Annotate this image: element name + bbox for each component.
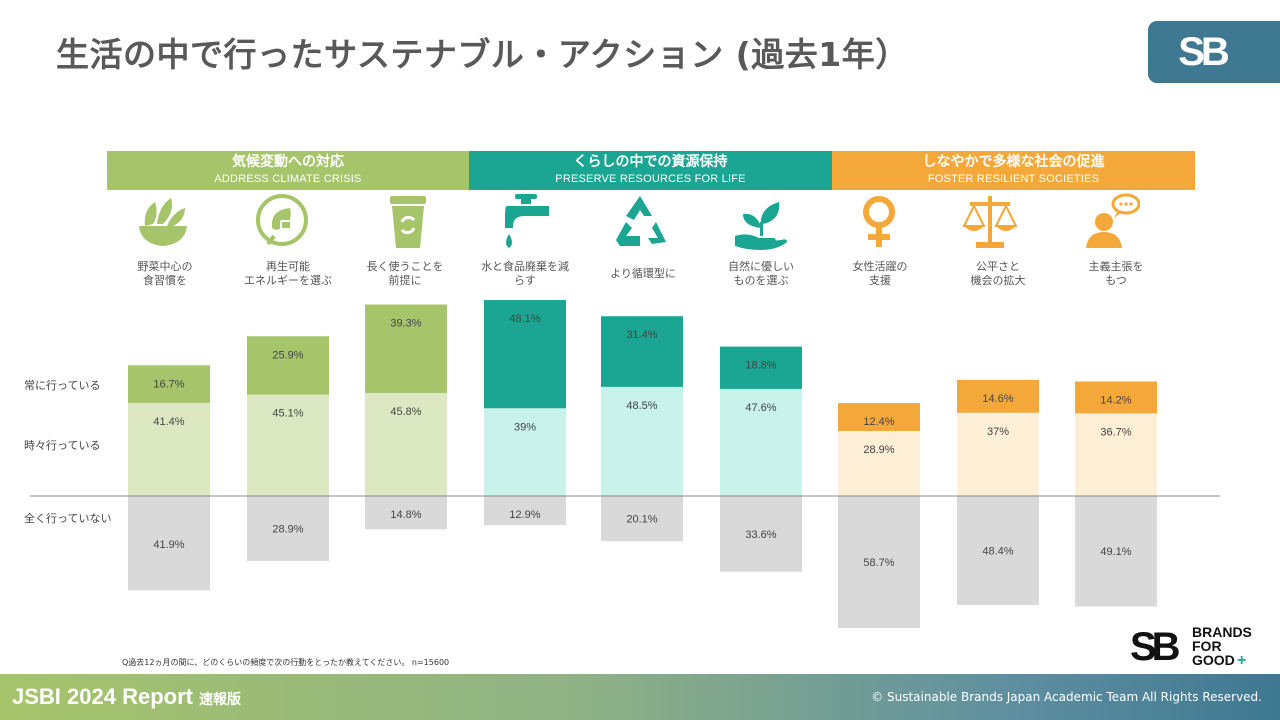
data-label-never: 14.8% (390, 509, 421, 521)
sb-logo: SB (1148, 21, 1280, 83)
balance-scale-icon (962, 196, 1018, 248)
data-label-always: 16.7% (153, 378, 184, 390)
category-title: 気候変動への対応 (232, 154, 344, 170)
data-label-sometimes: 37% (987, 426, 1009, 438)
salad-bowl-icon (139, 198, 187, 246)
item-label-circular: より循環型に (610, 267, 676, 280)
bar-never (128, 496, 210, 591)
bar-always (720, 346, 802, 389)
footer-subtitle: 速報版 (198, 691, 241, 707)
footer-copyright: © Sustainable Brands Japan Academic Team… (871, 690, 1262, 704)
survey-note: Q過去12ヵ月の間に、どのくらいの頻度で次の行動をとったか教えてください。 n=… (122, 658, 450, 667)
data-label-always: 14.6% (982, 393, 1013, 405)
bar-never (247, 496, 329, 562)
bar-sometimes (1075, 413, 1157, 496)
data-label-sometimes: 47.6% (745, 402, 776, 414)
item-label-long-use: 長く使うことを 前提に (366, 260, 444, 287)
brand-logo-line1: BRANDS (1192, 624, 1252, 640)
category-title: しなやかで多様な社会の促進 (922, 154, 1105, 170)
category-subtitle: FOSTER RESILIENT SOCIETIES (927, 173, 1100, 185)
data-label-never: 49.1% (1100, 546, 1131, 558)
data-label-sometimes: 45.8% (390, 406, 421, 418)
bar-sometimes (365, 392, 447, 496)
data-label-never: 33.6% (745, 529, 776, 541)
bar-never (720, 496, 802, 572)
data-label-sometimes: 41.4% (153, 416, 184, 428)
data-label-sometimes: 28.9% (863, 444, 894, 456)
data-label-sometimes: 48.5% (626, 400, 657, 412)
bar-never (484, 496, 566, 526)
data-label-always: 39.3% (390, 318, 421, 330)
bar-never (365, 496, 447, 530)
brand-logo-plus: + (1237, 652, 1246, 666)
category-header-resources: くらしの中での資源保持 PRESERVE RESOURCES FOR LIFE (469, 151, 832, 190)
row-label-never: 全く行っていない (24, 512, 112, 525)
category-title: くらしの中での資源保持 (573, 154, 728, 170)
row-label-sometimes: 時々行っている (24, 439, 101, 452)
page-title: 生活の中で行ったサステナブル・アクション (過去1年） (56, 35, 909, 74)
data-label-always: 25.9% (272, 349, 303, 361)
stacked-bar-chart: 16.7% 41.4% 41.9% 25.9% 45.1% 28.9% 39.3% 45.8%… (30, 300, 1220, 629)
bar-always (1075, 381, 1157, 414)
bar-always (128, 365, 210, 403)
data-label-always: 31.4% (626, 329, 657, 341)
data-label-never: 28.9% (272, 524, 303, 536)
category-subtitle: PRESERVE RESOURCES FOR LIFE (555, 173, 746, 185)
bar-sometimes (247, 394, 329, 496)
bar-sometimes (838, 430, 920, 496)
item-label-nature-friendly: 自然に優しい ものを選ぶ (728, 260, 794, 287)
bar-always (838, 403, 920, 431)
data-label-never: 58.7% (863, 557, 894, 569)
item-label-vegetable-diet: 野菜中心の 食習慣を (137, 260, 193, 287)
data-label-sometimes: 36.7% (1100, 426, 1131, 438)
reusable-cup-icon (390, 196, 426, 248)
footer-title: JSBI 2024 Report 速報版 (12, 684, 241, 709)
brands-for-good-logo: SB BRANDS FOR GOOD + (1130, 624, 1252, 666)
bar-sometimes (601, 386, 683, 496)
data-label-always: 14.2% (1100, 394, 1131, 406)
data-label-never: 48.4% (982, 545, 1013, 557)
data-label-never: 12.9% (509, 509, 540, 521)
bar-always (601, 316, 683, 387)
item-label-renewable-energy: 再生可能 エネルギーを選ぶ (244, 260, 332, 287)
sb-logo-text: SB (1178, 29, 1230, 74)
brand-logo-line2: FOR (1192, 638, 1222, 654)
bar-never (601, 496, 683, 542)
bar-never (1075, 496, 1157, 607)
data-label-never: 41.9% (153, 539, 184, 551)
data-label-sometimes: 45.1% (272, 408, 303, 420)
item-label-fairness: 公平さと 機会の拡大 (970, 260, 1026, 287)
category-header-society: しなやかで多様な社会の促進 FOSTER RESILIENT SOCIETIES (832, 151, 1195, 190)
data-label-always: 12.4% (863, 416, 894, 428)
bar-sometimes (720, 388, 802, 496)
brand-logo-line3: GOOD (1192, 652, 1235, 666)
footer-bar: JSBI 2024 Report 速報版 © Sustainable Brands… (0, 674, 1280, 720)
bar-never (957, 496, 1039, 605)
brand-logo-initials: SB (1130, 625, 1180, 666)
data-label-sometimes: 39% (514, 421, 536, 433)
category-subtitle: ADDRESS CLIMATE CRISIS (214, 173, 362, 185)
data-label-never: 20.1% (626, 514, 657, 526)
bar-always (484, 300, 566, 409)
bar-sometimes (957, 412, 1039, 496)
item-label-reduce-waste: 水と食品廃棄を減 らす (481, 260, 569, 287)
item-label-women-support: 女性活躍の 支援 (852, 260, 908, 287)
female-symbol-icon (863, 196, 895, 247)
water-tap-icon (505, 194, 549, 248)
category-header-climate: 気候変動への対応 ADDRESS CLIMATE CRISIS (107, 151, 469, 190)
bar-always (957, 379, 1039, 413)
speaking-person-icon (1086, 193, 1140, 248)
renewable-plug-icon (256, 194, 308, 246)
row-label-always: 常に行っている (24, 379, 101, 392)
recycle-icon (616, 196, 666, 246)
bar-always (365, 304, 447, 393)
bar-sometimes (128, 402, 210, 496)
bar-sometimes (484, 408, 566, 496)
item-label-opinion: 主義主張を もつ (1088, 260, 1144, 287)
plant-hand-icon (735, 202, 787, 250)
data-label-always: 48.1% (509, 313, 540, 325)
bar-never (838, 496, 920, 629)
data-label-always: 18.8% (745, 360, 776, 372)
bar-always (247, 336, 329, 395)
